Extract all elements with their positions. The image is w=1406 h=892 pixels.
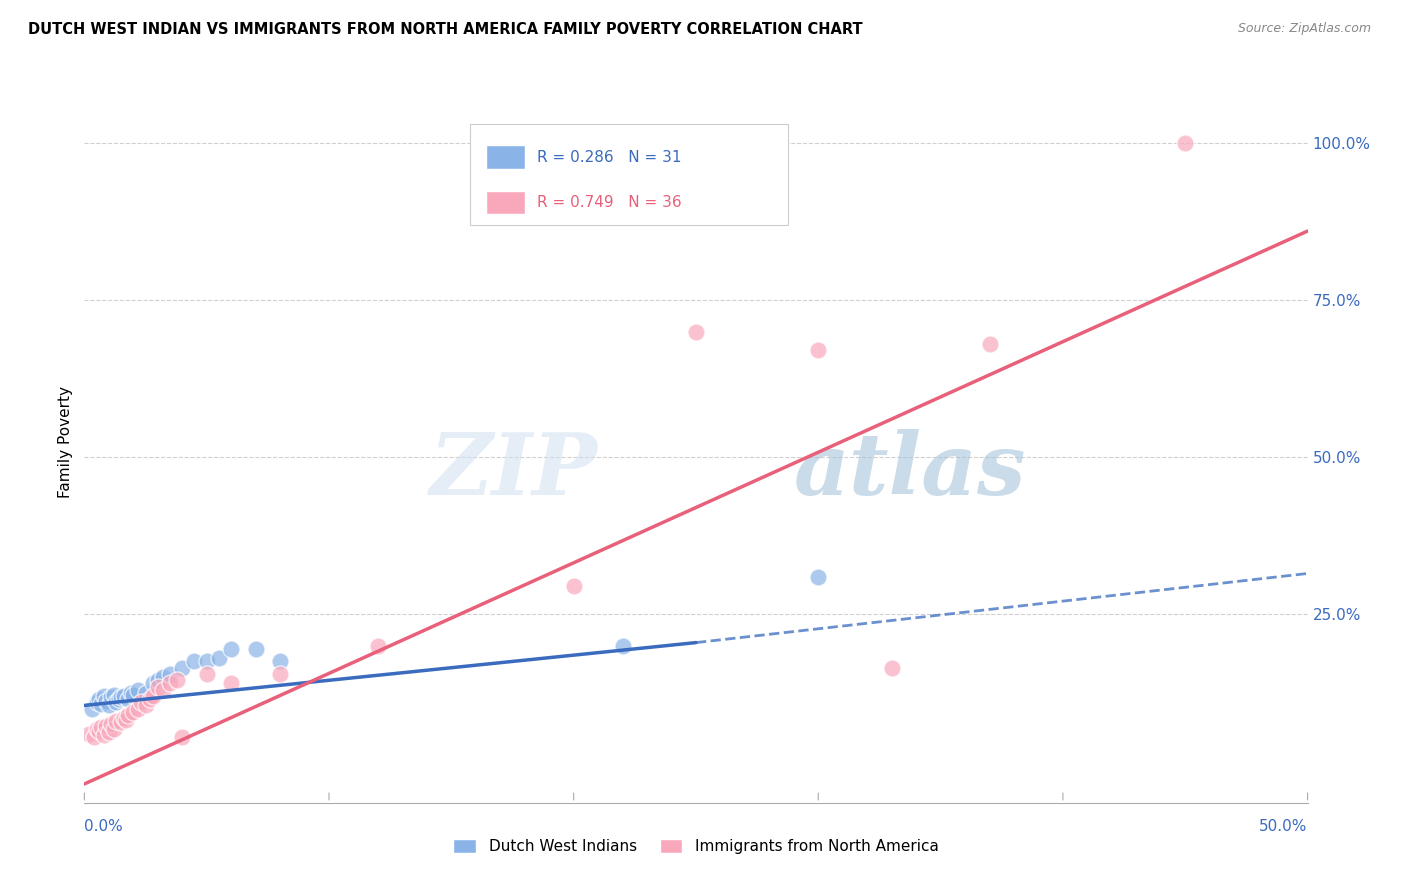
Point bbox=[183, 655, 205, 669]
Point bbox=[83, 730, 105, 744]
Point bbox=[97, 698, 120, 713]
Point bbox=[135, 698, 157, 713]
Point bbox=[159, 667, 181, 681]
Point bbox=[103, 688, 125, 702]
Point bbox=[96, 719, 118, 733]
Text: 0.0%: 0.0% bbox=[84, 819, 124, 833]
Point bbox=[146, 680, 169, 694]
Point bbox=[807, 569, 830, 583]
Point bbox=[1174, 136, 1197, 150]
Text: atlas: atlas bbox=[794, 429, 1026, 512]
Y-axis label: Family Poverty: Family Poverty bbox=[58, 385, 73, 498]
Point bbox=[612, 639, 634, 653]
Point bbox=[172, 730, 194, 744]
Point bbox=[103, 722, 125, 736]
Point bbox=[122, 688, 145, 702]
Point bbox=[107, 692, 129, 706]
Point bbox=[86, 722, 108, 736]
Point bbox=[367, 639, 389, 653]
Point bbox=[219, 676, 242, 690]
Point bbox=[166, 673, 188, 688]
Point bbox=[110, 715, 132, 730]
Point bbox=[96, 694, 118, 708]
Point bbox=[159, 676, 181, 690]
Point bbox=[112, 711, 135, 725]
Point bbox=[146, 673, 169, 688]
Point bbox=[979, 337, 1001, 351]
Point bbox=[152, 670, 174, 684]
Point bbox=[93, 689, 115, 703]
Point bbox=[122, 705, 145, 719]
Point bbox=[269, 655, 291, 669]
Text: Source: ZipAtlas.com: Source: ZipAtlas.com bbox=[1237, 22, 1371, 36]
Text: ZIP: ZIP bbox=[430, 429, 598, 512]
Point bbox=[117, 692, 139, 706]
Point bbox=[685, 325, 707, 339]
Point bbox=[105, 695, 128, 709]
Point bbox=[90, 720, 112, 734]
Point bbox=[97, 725, 120, 739]
Point bbox=[880, 661, 903, 675]
Text: 50.0%: 50.0% bbox=[1260, 819, 1308, 833]
Text: R = 0.286   N = 31: R = 0.286 N = 31 bbox=[537, 150, 682, 164]
Point bbox=[77, 727, 100, 741]
Point bbox=[129, 695, 152, 709]
Point bbox=[142, 676, 165, 690]
Point bbox=[117, 707, 139, 722]
Point bbox=[120, 686, 142, 700]
Point bbox=[100, 717, 122, 731]
Point bbox=[269, 667, 291, 681]
Point bbox=[195, 655, 218, 669]
Point bbox=[86, 695, 108, 709]
Point bbox=[127, 682, 149, 697]
Point bbox=[87, 723, 110, 738]
Point bbox=[112, 689, 135, 703]
FancyBboxPatch shape bbox=[485, 191, 524, 214]
Legend: Dutch West Indians, Immigrants from North America: Dutch West Indians, Immigrants from Nort… bbox=[447, 833, 945, 860]
Point bbox=[172, 661, 194, 675]
Point bbox=[93, 728, 115, 742]
Point bbox=[245, 641, 267, 656]
Point bbox=[115, 713, 138, 727]
Point bbox=[80, 701, 103, 715]
Point bbox=[127, 701, 149, 715]
Point bbox=[135, 686, 157, 700]
Point bbox=[142, 689, 165, 703]
Point bbox=[219, 641, 242, 656]
Point bbox=[208, 651, 231, 665]
Text: R = 0.749   N = 36: R = 0.749 N = 36 bbox=[537, 195, 682, 210]
Text: DUTCH WEST INDIAN VS IMMIGRANTS FROM NORTH AMERICA FAMILY POVERTY CORRELATION CH: DUTCH WEST INDIAN VS IMMIGRANTS FROM NOR… bbox=[28, 22, 863, 37]
Point bbox=[105, 714, 128, 728]
Point bbox=[110, 690, 132, 705]
Point bbox=[90, 697, 112, 711]
Point bbox=[87, 692, 110, 706]
FancyBboxPatch shape bbox=[485, 145, 524, 169]
Point bbox=[807, 343, 830, 358]
Point bbox=[139, 692, 162, 706]
FancyBboxPatch shape bbox=[470, 124, 787, 225]
Point bbox=[152, 682, 174, 697]
Point bbox=[562, 579, 585, 593]
Point bbox=[100, 690, 122, 705]
Point bbox=[195, 667, 218, 681]
